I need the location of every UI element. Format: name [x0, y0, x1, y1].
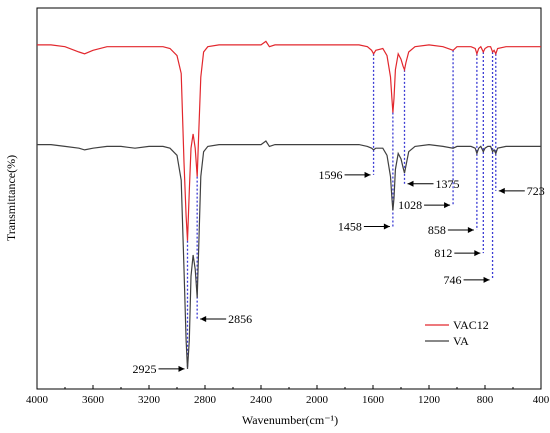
x-tick-label: 2400	[250, 394, 273, 406]
arrow-head-icon	[407, 180, 414, 187]
y-axis-title: Transmittance(%)	[4, 155, 18, 241]
annotation-label: 858	[428, 223, 446, 237]
annotation-label: 1028	[398, 198, 422, 212]
peak-annotations: 2925 2856 1596 1375 1458 1028 858 723 812 746	[133, 168, 545, 376]
x-tick-label: 3600	[82, 394, 105, 406]
annotation-723: 723	[498, 184, 545, 198]
arrow-head-icon	[444, 202, 451, 209]
arrow-head-icon	[383, 223, 390, 230]
annotation-label: 1375	[436, 177, 460, 191]
series-line-va	[37, 140, 541, 369]
annotation-label: 746	[444, 273, 462, 287]
annotation-858: 858	[428, 223, 474, 237]
x-tick-label: 2800	[194, 394, 217, 406]
annotation-812: 812	[434, 246, 481, 260]
x-axis-ticks: 4000 3600 3200 2800 2400 2000 1600 1200 800 400	[26, 385, 550, 406]
x-axis-title: Wavenumber(cm⁻¹)	[242, 413, 338, 427]
x-tick-label: 4000	[26, 394, 49, 406]
x-tick-label: 1200	[418, 394, 441, 406]
spectra	[37, 40, 541, 369]
annotation-label: 723	[527, 184, 545, 198]
x-tick-label: 1600	[362, 394, 385, 406]
annotation-label: 2856	[228, 312, 252, 326]
annotation-label: 1596	[319, 168, 343, 182]
annotation-label: 812	[434, 246, 452, 260]
arrow-head-icon	[483, 276, 490, 283]
arrow-head-icon	[474, 250, 481, 257]
x-tick-label: 400	[533, 394, 550, 406]
annotation-1375: 1375	[407, 177, 460, 191]
arrow-head-icon	[200, 316, 207, 323]
arrow-head-icon	[467, 227, 474, 234]
legend: VAC12 VA	[425, 318, 489, 348]
annotation-2856: 2856	[200, 312, 252, 326]
legend-label-vac12: VAC12	[453, 318, 489, 332]
arrow-head-icon	[178, 365, 185, 372]
annotation-1596: 1596	[319, 168, 371, 182]
annotation-2925: 2925	[133, 362, 185, 376]
annotation-1458: 1458	[338, 219, 390, 233]
x-tick-label: 2000	[306, 394, 329, 406]
annotation-746: 746	[444, 273, 490, 287]
annotation-1028: 1028	[398, 198, 451, 212]
x-tick-label: 800	[477, 394, 494, 406]
annotation-label: 1458	[338, 219, 362, 233]
x-tick-label: 3200	[138, 394, 161, 406]
arrow-head-icon	[364, 171, 371, 178]
arrow-head-icon	[498, 187, 505, 194]
legend-label-va: VA	[453, 334, 469, 348]
series-line-vac12	[37, 40, 541, 241]
annotation-label: 2925	[133, 362, 157, 376]
